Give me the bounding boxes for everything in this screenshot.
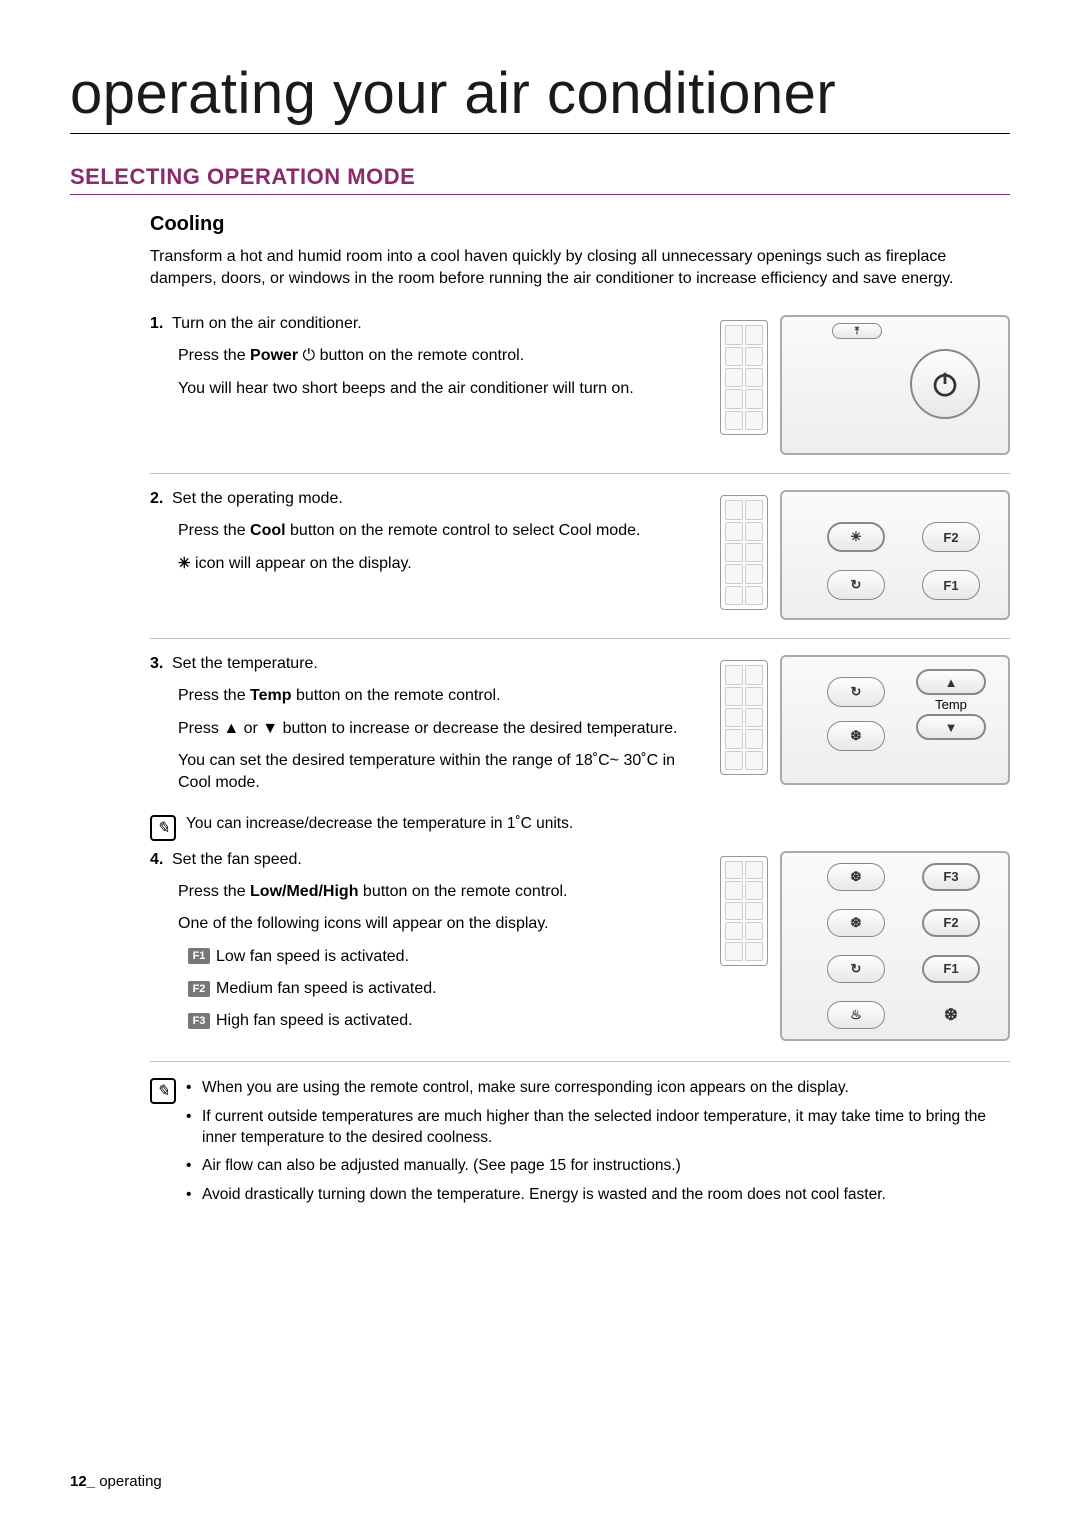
remote-side-column xyxy=(720,856,768,966)
step-title-text: Set the operating mode. xyxy=(172,490,343,507)
small-button[interactable]: ⤒ xyxy=(832,323,882,339)
power-button[interactable] xyxy=(910,349,980,419)
step-body: Press the Low/Med/High button on the rem… xyxy=(178,881,700,1033)
note-item: Avoid drastically turning down the tempe… xyxy=(186,1185,1010,1206)
note-icon: ✎ xyxy=(150,1078,176,1104)
intro-paragraph: Transform a hot and humid room into a co… xyxy=(150,246,1010,289)
temp-label: Temp xyxy=(916,695,986,714)
fan-badge: F3 xyxy=(188,1013,210,1029)
fan-icon-button[interactable]: ❆ xyxy=(827,863,885,891)
remote-illustration-temp: ↻ ▲ Temp ▼ ❆ xyxy=(720,655,1010,785)
step-line: Press the Cool button on the remote cont… xyxy=(178,520,700,542)
remote-panel: ↻ ▲ Temp ▼ ❆ xyxy=(780,655,1010,785)
step-1: 1.Turn on the air conditioner. Press the… xyxy=(150,315,1010,474)
note-item: If current outside temperatures are much… xyxy=(186,1107,1010,1149)
step-title-text: Set the fan speed. xyxy=(172,851,302,868)
fan-text: High fan speed is activated. xyxy=(216,1012,413,1029)
fan-text: Low fan speed is activated. xyxy=(216,948,409,965)
fan-speed-row: F1 Low fan speed is activated. xyxy=(188,946,700,968)
remote-panel: ❆ F3 ❆ F2 ↻ F1 ♨ ❆ xyxy=(780,851,1010,1041)
step-4: 4.Set the fan speed. Press the Low/Med/H… xyxy=(150,851,1010,1062)
page-number: 12_ xyxy=(70,1473,95,1490)
remote-illustration-fan: ❆ F3 ❆ F2 ↻ F1 ♨ ❆ xyxy=(720,851,1010,1041)
remote-illustration-cool: ✳ F2 ↻ F1 xyxy=(720,490,1010,620)
step-body: Press the Cool button on the remote cont… xyxy=(178,520,700,575)
cycle-button[interactable]: ↻ xyxy=(827,570,885,600)
step-line: Press the Low/Med/High button on the rem… xyxy=(178,881,700,903)
step-number: 1. xyxy=(150,315,172,333)
remote-side-column xyxy=(720,660,768,775)
step-line: Press the Temp button on the remote cont… xyxy=(178,685,700,707)
bottom-note-block: ✎ When you are using the remote control,… xyxy=(150,1078,1010,1215)
fan-glyph: ❆ xyxy=(922,1001,980,1029)
step-body: Press the Power ⏻ button on the remote c… xyxy=(178,345,700,400)
cool-button[interactable]: ✳ xyxy=(827,522,885,552)
fan-icon-button[interactable]: ❆ xyxy=(827,909,885,937)
step-3: 3.Set the temperature. Press the Temp bu… xyxy=(150,655,1010,809)
f3-button[interactable]: F3 xyxy=(922,863,980,891)
bottom-notes-list: When you are using the remote control, m… xyxy=(186,1078,1010,1215)
sub-heading: Cooling xyxy=(150,213,1010,236)
power-icon xyxy=(930,369,960,399)
f2-button[interactable]: F2 xyxy=(922,522,980,552)
note-item: Air flow can also be adjusted manually. … xyxy=(186,1156,1010,1177)
section-heading: SELECTING OPERATION MODE xyxy=(70,164,1010,195)
remote-illustration-power: ⤒ xyxy=(720,315,1010,455)
remote-panel: ✳ F2 ↻ F1 xyxy=(780,490,1010,620)
temp-down-button[interactable]: ▼ xyxy=(916,714,986,740)
step-line: ✳ icon will appear on the display. xyxy=(178,553,700,575)
step-number: 4. xyxy=(150,851,172,869)
step-title-text: Set the temperature. xyxy=(172,655,318,672)
step-line: You will hear two short beeps and the ai… xyxy=(178,378,700,400)
fan-speed-row: F2 Medium fan speed is activated. xyxy=(188,978,700,1000)
f1-button[interactable]: F1 xyxy=(922,955,980,983)
step-title-text: Turn on the air conditioner. xyxy=(172,315,362,332)
step-line: Press the Power ⏻ button on the remote c… xyxy=(178,345,700,367)
step-number: 2. xyxy=(150,490,172,508)
note-item: When you are using the remote control, m… xyxy=(186,1078,1010,1099)
page-title: operating your air conditioner xyxy=(70,60,1010,134)
fan-badge: F1 xyxy=(188,948,210,964)
note-row: ✎ You can increase/decrease the temperat… xyxy=(150,815,1010,841)
page-footer: 12_ operating xyxy=(70,1473,162,1490)
step-line: Press ▲ or ▼ button to increase or decre… xyxy=(178,718,700,740)
step-line: One of the following icons will appear o… xyxy=(178,913,700,935)
footer-section: operating xyxy=(95,1473,162,1490)
fan-text: Medium fan speed is activated. xyxy=(216,980,437,997)
temp-up-button[interactable]: ▲ xyxy=(916,669,986,695)
step-2: 2.Set the operating mode. Press the Cool… xyxy=(150,490,1010,639)
fan-badge: F2 xyxy=(188,981,210,997)
note-text: You can increase/decrease the temperatur… xyxy=(186,815,573,833)
cycle-button[interactable]: ↻ xyxy=(827,955,885,983)
remote-side-column xyxy=(720,320,768,435)
f2-button[interactable]: F2 xyxy=(922,909,980,937)
remote-panel: ⤒ xyxy=(780,315,1010,455)
mode-button[interactable]: ❆ xyxy=(827,721,885,751)
f1-button[interactable]: F1 xyxy=(922,570,980,600)
heat-button[interactable]: ♨ xyxy=(827,1001,885,1029)
fan-speed-row: F3 High fan speed is activated. xyxy=(188,1010,700,1032)
note-icon: ✎ xyxy=(150,815,176,841)
temp-control-group: ▲ Temp ▼ xyxy=(916,669,986,740)
remote-side-column xyxy=(720,495,768,610)
step-line: You can set the desired temperature with… xyxy=(178,750,700,795)
cycle-button[interactable]: ↻ xyxy=(827,677,885,707)
step-body: Press the Temp button on the remote cont… xyxy=(178,685,700,795)
step-number: 3. xyxy=(150,655,172,673)
